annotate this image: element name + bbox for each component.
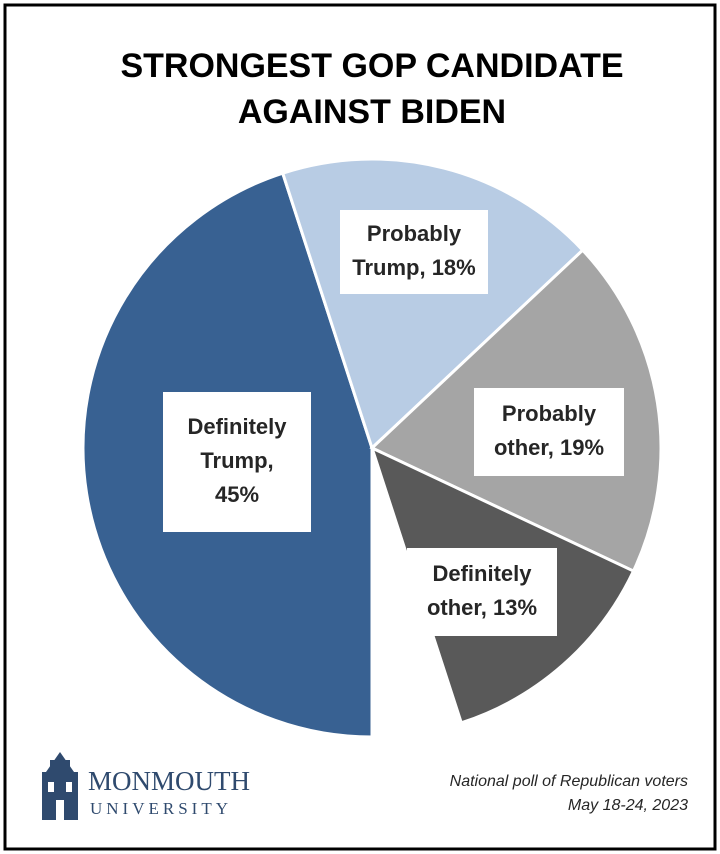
- note: National poll of Republican voters: [450, 773, 688, 790]
- label-box: [340, 210, 488, 294]
- data-label: Trump, 18%: [352, 255, 475, 280]
- data-label: 45%: [215, 482, 259, 507]
- logo-name: MONMOUTH: [88, 766, 250, 796]
- logo-icon: [42, 752, 78, 820]
- chart-title: STRONGEST GOP CANDIDATE: [120, 47, 623, 85]
- data-label: Probably: [502, 401, 597, 426]
- data-label: other, 19%: [494, 435, 604, 460]
- chart-title: AGAINST BIDEN: [238, 93, 506, 131]
- label-box: [407, 548, 557, 636]
- data-label: Definitely: [432, 561, 532, 586]
- label-box: [474, 388, 624, 476]
- logo-sub: UNIVERSITY: [90, 799, 232, 818]
- note: May 18-24, 2023: [568, 797, 688, 814]
- data-label: Probably: [367, 221, 462, 246]
- data-label: Definitely: [187, 414, 287, 439]
- label-box: [163, 392, 311, 532]
- data-label: other, 13%: [427, 595, 537, 620]
- data-label: Trump,: [200, 448, 273, 473]
